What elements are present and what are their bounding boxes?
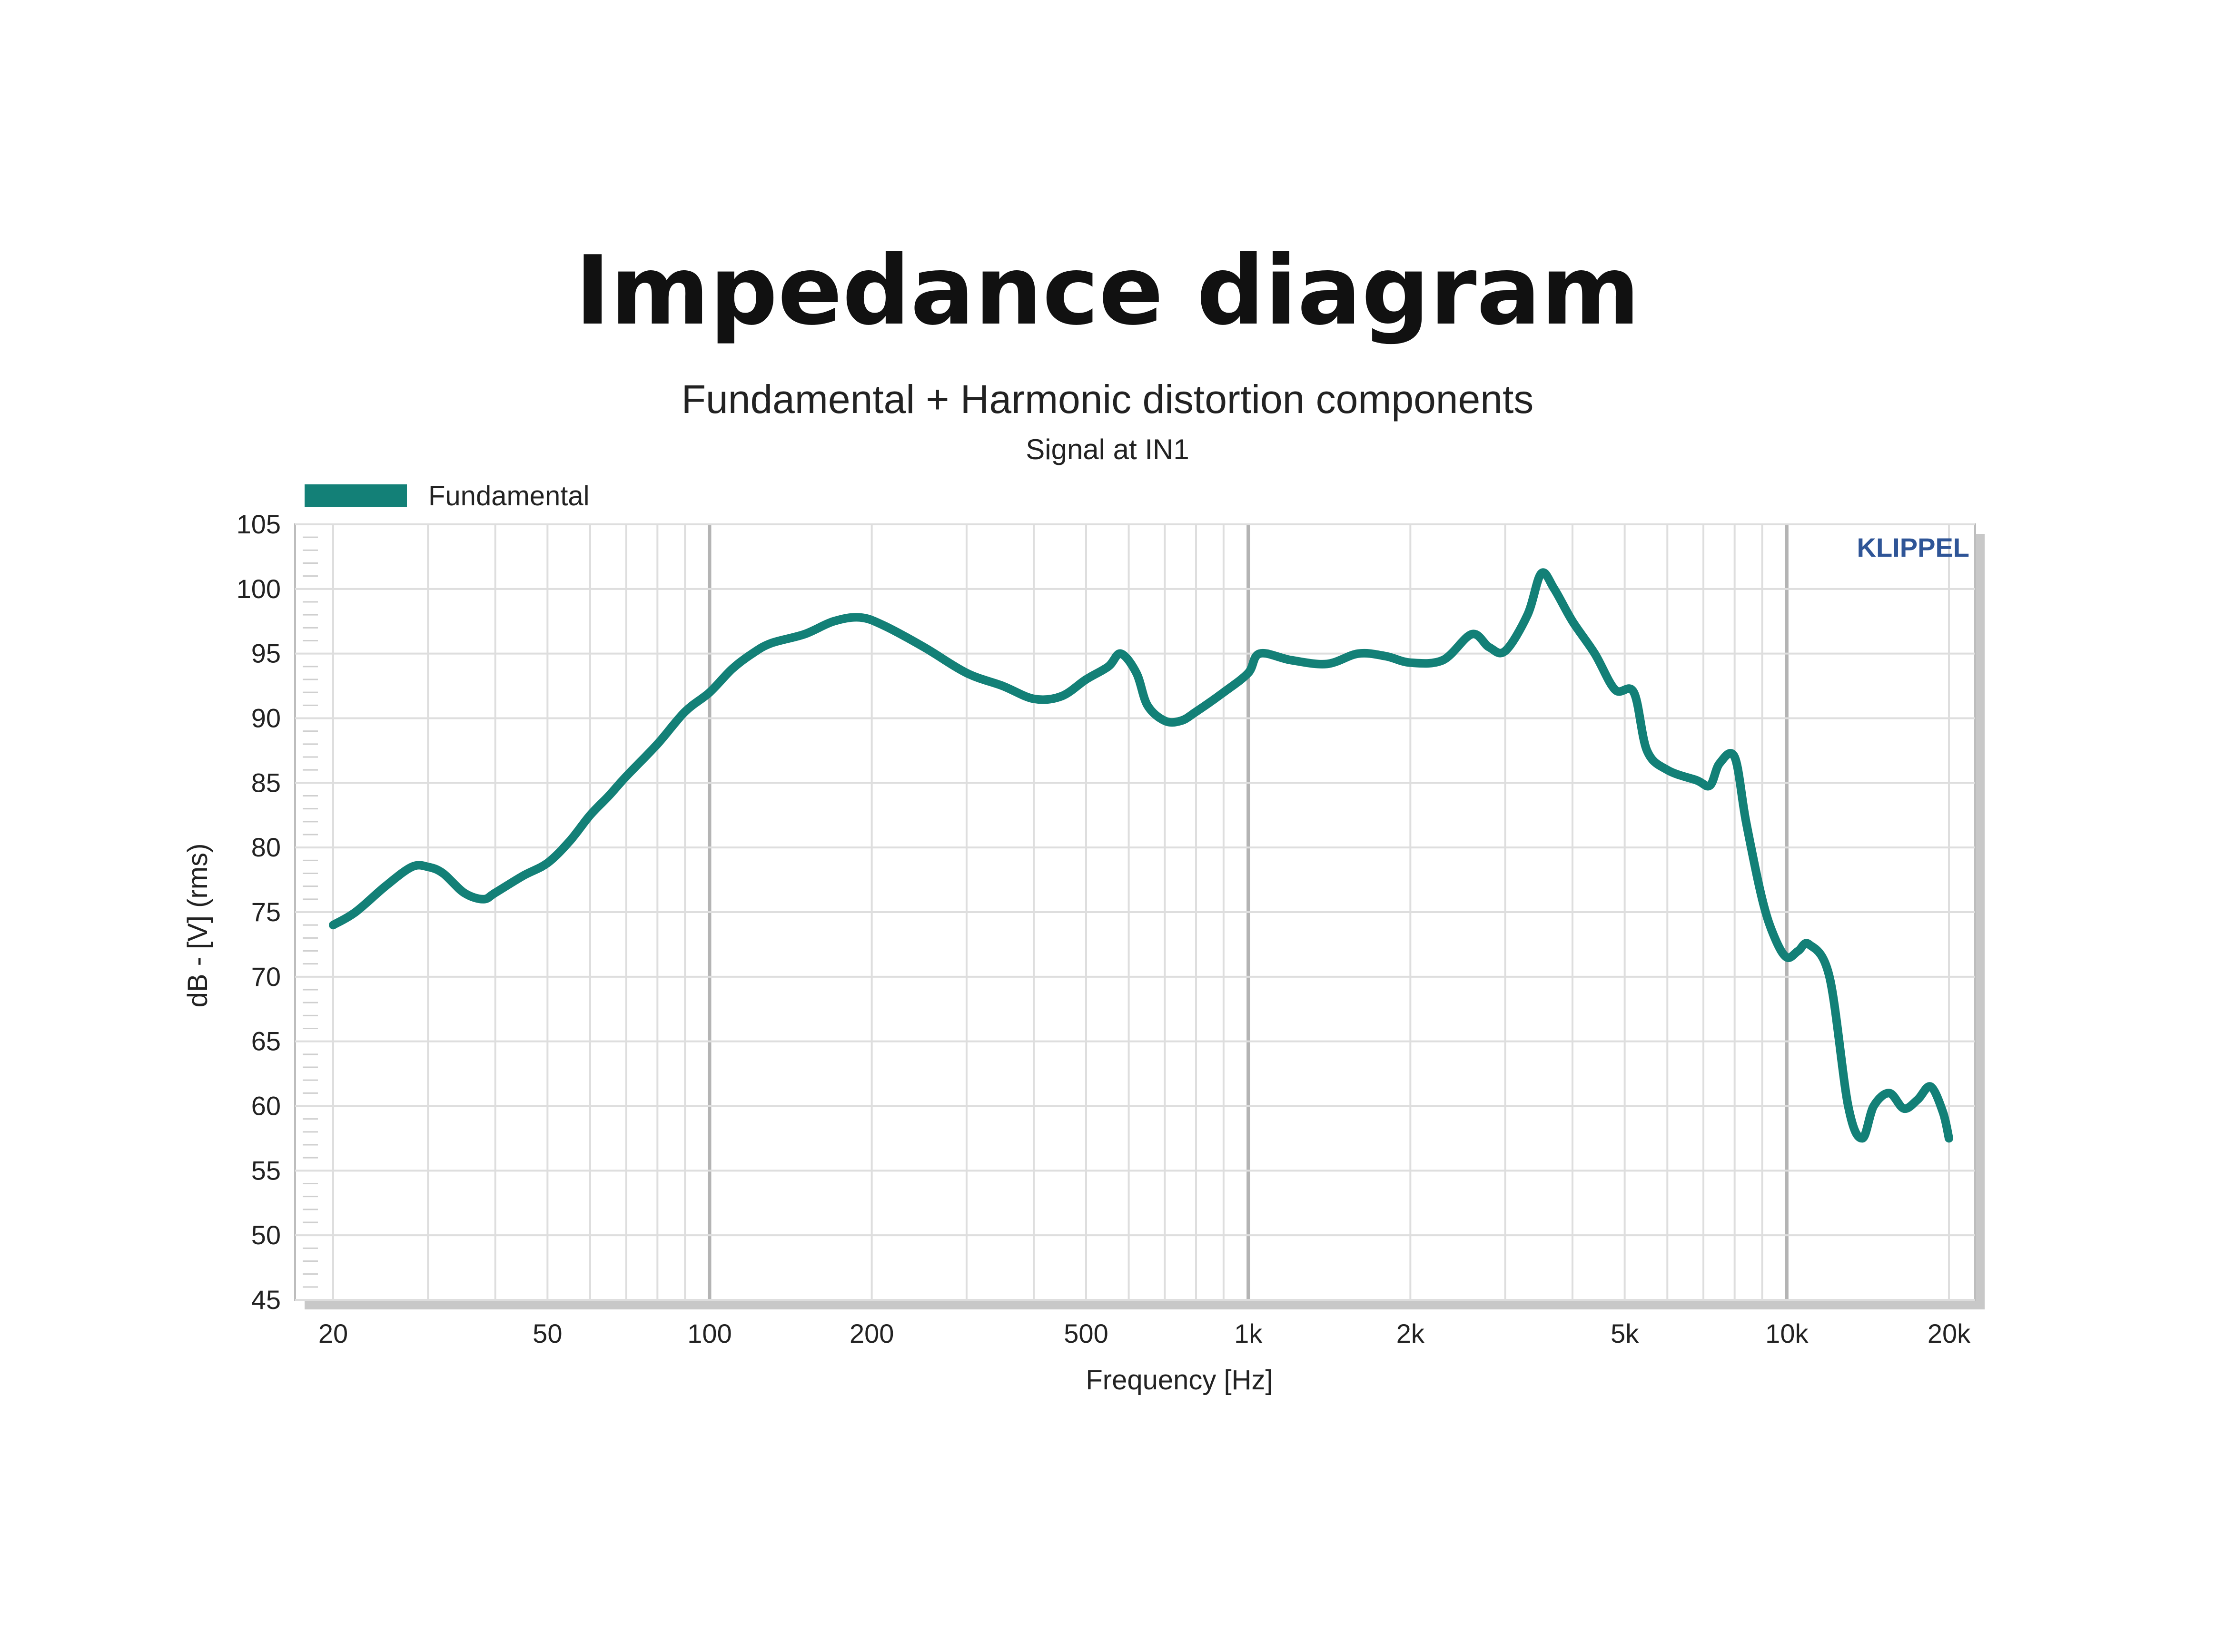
y-tick-label: 50 [251,1220,281,1250]
x-tick-label: 500 [1064,1318,1108,1348]
y-tick-label: 60 [251,1091,281,1121]
y-tick-label: 105 [237,509,281,539]
y-axis-ticks: 105 100 95 90 85 80 75 70 65 60 55 50 45 [237,509,281,1315]
x-tick-label: 1k [1234,1318,1263,1348]
x-tick-label: 10k [1765,1318,1809,1348]
x-axis-ticks: 20 50 100 200 500 1k 2k 5k 10k 20k [318,1318,1971,1348]
y-tick-label: 45 [251,1285,281,1315]
x-tick-label: 50 [533,1318,562,1348]
y-tick-label: 100 [237,574,281,604]
y-tick-label: 85 [251,767,281,797]
chart-subtitle: Signal at IN1 [1026,433,1189,465]
y-tick-label: 70 [251,962,281,992]
y-axis-label: dB - [V] (rms) [182,844,213,1008]
grid [295,523,1975,1301]
x-tick-label: 20 [318,1318,348,1348]
y-tick-label: 80 [251,832,281,862]
x-tick-label: 100 [687,1318,732,1348]
y-tick-label: 75 [251,897,281,927]
page-title: Impedance diagram [575,236,1640,346]
x-tick-label: 5k [1611,1318,1639,1348]
y-tick-label: 55 [251,1155,281,1185]
y-tick-label: 65 [251,1026,281,1056]
series-line-fundamental [329,568,1953,1143]
legend: Fundamental [305,481,590,511]
legend-swatch-fundamental [305,484,407,507]
y-tick-label: 95 [251,639,281,669]
y-tick-label: 90 [251,703,281,733]
x-tick-label: 200 [850,1318,894,1348]
chart-title: Fundamental + Harmonic distortion compon… [682,377,1534,422]
x-tick-label: 2k [1396,1318,1425,1348]
x-axis-label: Frequency [Hz] [1086,1365,1273,1396]
brand-label: KLIPPEL [1857,532,1969,562]
legend-label-fundamental: Fundamental [428,481,590,511]
x-tick-label: 20k [1928,1318,1971,1348]
